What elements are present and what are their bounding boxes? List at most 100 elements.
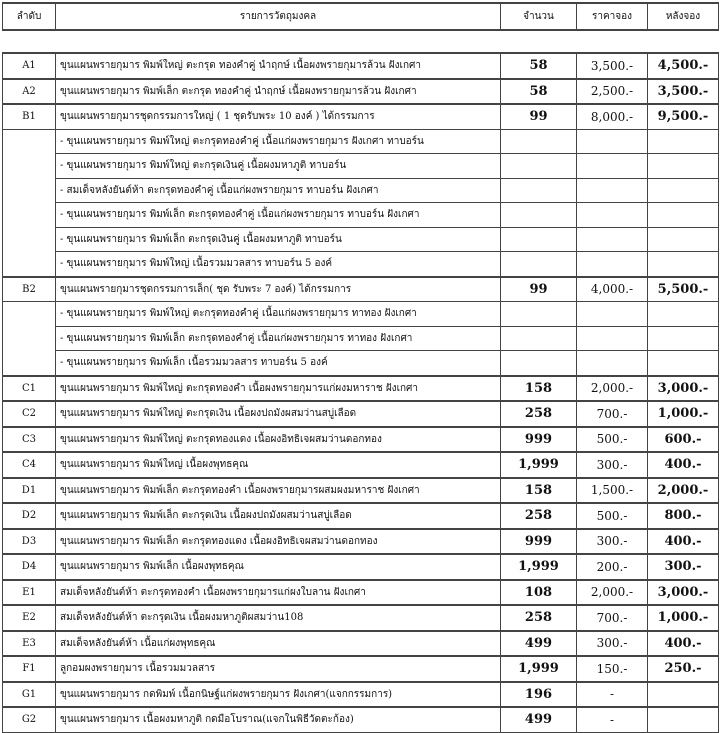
cell-item: ขุนแผนพรายกุมาร พิมพ์ใหญ่ ตะกรุดเงิน เนื… <box>55 400 501 427</box>
cell-after <box>647 202 719 228</box>
cell-price: 300.- <box>576 527 648 555</box>
cell-price <box>576 350 648 376</box>
cell-price: 700.- <box>576 400 648 427</box>
cell-item: - ขุนแผนพรายกุมาร พิมพ์เล็ก ตะกรุดทองคำค… <box>55 325 501 351</box>
cell-code: C1 <box>2 374 56 402</box>
cell-price: 200.- <box>576 553 648 580</box>
cell-qty: 499 <box>500 706 577 733</box>
cell-after <box>647 226 719 252</box>
cell-item: - ขุนแผนพรายกุมาร พิมพ์ใหญ่ ตะกรุดทองคำค… <box>55 128 501 154</box>
cell-code <box>2 202 56 227</box>
cell-after <box>647 177 719 203</box>
table-row: E1 สมเด็จหลังยันต์ห้า ตะกรุดทองคำ เนื้อผง… <box>2 578 719 606</box>
cell-after <box>647 325 719 351</box>
table-row: E3 สมเด็จหลังยันต์ห้า เนื้อแก่ผงพุทธคุณ 49… <box>2 629 719 657</box>
cell-code: D1 <box>2 476 56 504</box>
cell-after: 400.- <box>647 527 719 555</box>
table-subrow: - ขุนแผนพรายกุมาร พิมพ์ใหญ่ ตะกรุดทองคำค… <box>2 128 719 154</box>
cell-price: 2,000.- <box>576 578 648 606</box>
table-row: C1 ขุนแผนพรายกุมาร พิมพ์ใหญ่ ตะกรุดทองคำ … <box>2 374 719 402</box>
cell-item: ขุนแผนพรายกุมาร เนื้อผงมหาภูติ กดมือโบรา… <box>55 706 501 733</box>
cell-qty: 258 <box>500 502 577 529</box>
table-row: D2 ขุนแผนพรายกุมาร พิมพ์เล็ก ตะกรุดเงิน เ… <box>2 502 719 529</box>
cell-after: 400.- <box>647 629 719 657</box>
cell-price <box>576 325 648 351</box>
table-row: G1 ขุนแผนพรายกุมาร กดพิมพ์ เนื้อกนิษฐ์แก่… <box>2 680 719 708</box>
cell-item: - ขุนแผนพรายกุมาร พิมพ์เล็ก เนื้อรวมมวลส… <box>55 350 501 376</box>
table-subrow: - ขุนแผนพรายกุมาร พิมพ์ใหญ่ ตะกรุดเงินคู… <box>2 153 719 179</box>
cell-price: - <box>576 706 648 733</box>
header-table: ลำดับ รายการวัตถุมงคล จำนวน ราคาจอง หลัง… <box>2 2 719 31</box>
cell-qty <box>500 177 577 203</box>
cell-code <box>2 227 56 252</box>
cell-code <box>2 178 56 203</box>
cell-code <box>2 153 56 178</box>
table-subrow: - ขุนแผนพรายกุมาร พิมพ์ใหญ่ เนื้อรวมมวลส… <box>2 251 719 277</box>
cell-qty: 158 <box>500 374 577 402</box>
cell-code: E2 <box>2 604 56 631</box>
table-row: D4 ขุนแผนพรายกุมาร พิมพ์เล็ก เนื้อผงพุทธค… <box>2 553 719 580</box>
header-after: หลังจอง <box>647 2 719 31</box>
cell-qty <box>500 301 577 327</box>
cell-item: - ขุนแผนพรายกุมาร พิมพ์ใหญ่ ตะกรุดทองคำค… <box>55 301 501 327</box>
cell-item: - สมเด็จหลังยันต์ห้า ตะกรุดทองคำคู่ เนื้… <box>55 177 501 203</box>
table-row: C3 ขุนแผนพรายกุมาร พิมพ์ใหญ่ ตะกรุดทองแดง… <box>2 425 719 453</box>
cell-after: 300.- <box>647 553 719 580</box>
cell-code: E1 <box>2 578 56 606</box>
cell-qty: 258 <box>500 400 577 427</box>
cell-item: - ขุนแผนพรายกุมาร พิมพ์ใหญ่ ตะกรุดเงินคู… <box>55 153 501 179</box>
cell-code <box>2 350 56 376</box>
cell-qty: 999 <box>500 425 577 453</box>
header-price: ราคาจอง <box>576 2 648 31</box>
cell-item: ขุนแผนพรายกุมาร พิมพ์ใหญ่ ตะกรุดทองคำ เน… <box>55 374 501 402</box>
cell-price <box>576 226 648 252</box>
cell-price: 700.- <box>576 604 648 631</box>
cell-code: G2 <box>2 706 56 733</box>
cell-price: 500.- <box>576 502 648 529</box>
header-item: รายการวัตถุมงคล <box>55 2 501 31</box>
table-row: B1 ขุนแผนพรายกุมารชุดกรรมการใหญ่ ( 1 ชุดร… <box>2 103 719 130</box>
cell-after: 3,000.- <box>647 374 719 402</box>
cell-qty <box>500 226 577 252</box>
cell-code: C2 <box>2 400 56 427</box>
cell-price: 300.- <box>576 451 648 478</box>
cell-qty <box>500 325 577 351</box>
cell-item: ขุนแผนพรายกุมาร กดพิมพ์ เนื้อกนิษฐ์แก่ผง… <box>55 680 501 708</box>
cell-qty: 196 <box>500 680 577 708</box>
cell-qty: 258 <box>500 604 577 631</box>
cell-price <box>576 202 648 228</box>
cell-code: D2 <box>2 502 56 529</box>
table-row: A2 ขุนแผนพรายกุมาร พิมพ์เล็ก ตะกรุด ทองคำ… <box>2 77 719 105</box>
table-subrow: - ขุนแผนพรายกุมาร พิมพ์เล็ก เนื้อรวมมวลส… <box>2 350 719 376</box>
table-subrow: - สมเด็จหลังยันต์ห้า ตะกรุดทองคำคู่ เนื้… <box>2 177 719 203</box>
cell-after: 5,500.- <box>647 275 719 302</box>
cell-after: 3,000.- <box>647 578 719 606</box>
cell-qty: 158 <box>500 476 577 504</box>
table-subrow: - ขุนแผนพรายกุมาร พิมพ์เล็ก ตะกรุดทองคำค… <box>2 202 719 228</box>
cell-item: ขุนแผนพรายกุมาร พิมพ์ใหญ่ ตะกรุด ทองคำคู… <box>55 52 501 79</box>
cell-after <box>647 128 719 154</box>
header-row: ลำดับ รายการวัตถุมงคล จำนวน ราคาจอง หลัง… <box>2 2 719 31</box>
table-row: D1 ขุนแผนพรายกุมาร พิมพ์เล็ก ตะกรุดทองคำ … <box>2 476 719 504</box>
table-subrow: - ขุนแผนพรายกุมาร พิมพ์ใหญ่ ตะกรุดทองคำค… <box>2 301 719 327</box>
cell-item: ขุนแผนพรายกุมาร พิมพ์เล็ก เนื้อผงพุทธคุณ <box>55 553 501 580</box>
cell-price <box>576 251 648 277</box>
cell-qty: 58 <box>500 77 577 105</box>
cell-price: 2,500.- <box>576 77 648 105</box>
cell-item: สมเด็จหลังยันต์ห้า เนื้อแก่ผงพุทธคุณ <box>55 629 501 657</box>
cell-item: ขุนแผนพรายกุมาร พิมพ์เล็ก ตะกรุดทองแดง เ… <box>55 527 501 555</box>
cell-price: 300.- <box>576 629 648 657</box>
cell-code: D4 <box>2 553 56 580</box>
cell-after: 9,500.- <box>647 103 719 130</box>
cell-after <box>647 251 719 277</box>
cell-code <box>2 301 56 326</box>
cell-item: ขุนแผนพรายกุมารชุดกรรมการเล็ก( ชุด รับพร… <box>55 275 501 302</box>
cell-qty: 1,999 <box>500 553 577 580</box>
table-row: F1 ลูกอมผงพรายกุมาร เนื้อรวมมวลสาร 1,999 15… <box>2 655 719 682</box>
cell-qty: 499 <box>500 629 577 657</box>
table-subrow: - ขุนแผนพรายกุมาร พิมพ์เล็ก ตะกรุดเงินคู… <box>2 226 719 252</box>
cell-price: - <box>576 680 648 708</box>
cell-after: 4,500.- <box>647 52 719 79</box>
cell-after: 250.- <box>647 655 719 682</box>
cell-qty: 99 <box>500 275 577 302</box>
